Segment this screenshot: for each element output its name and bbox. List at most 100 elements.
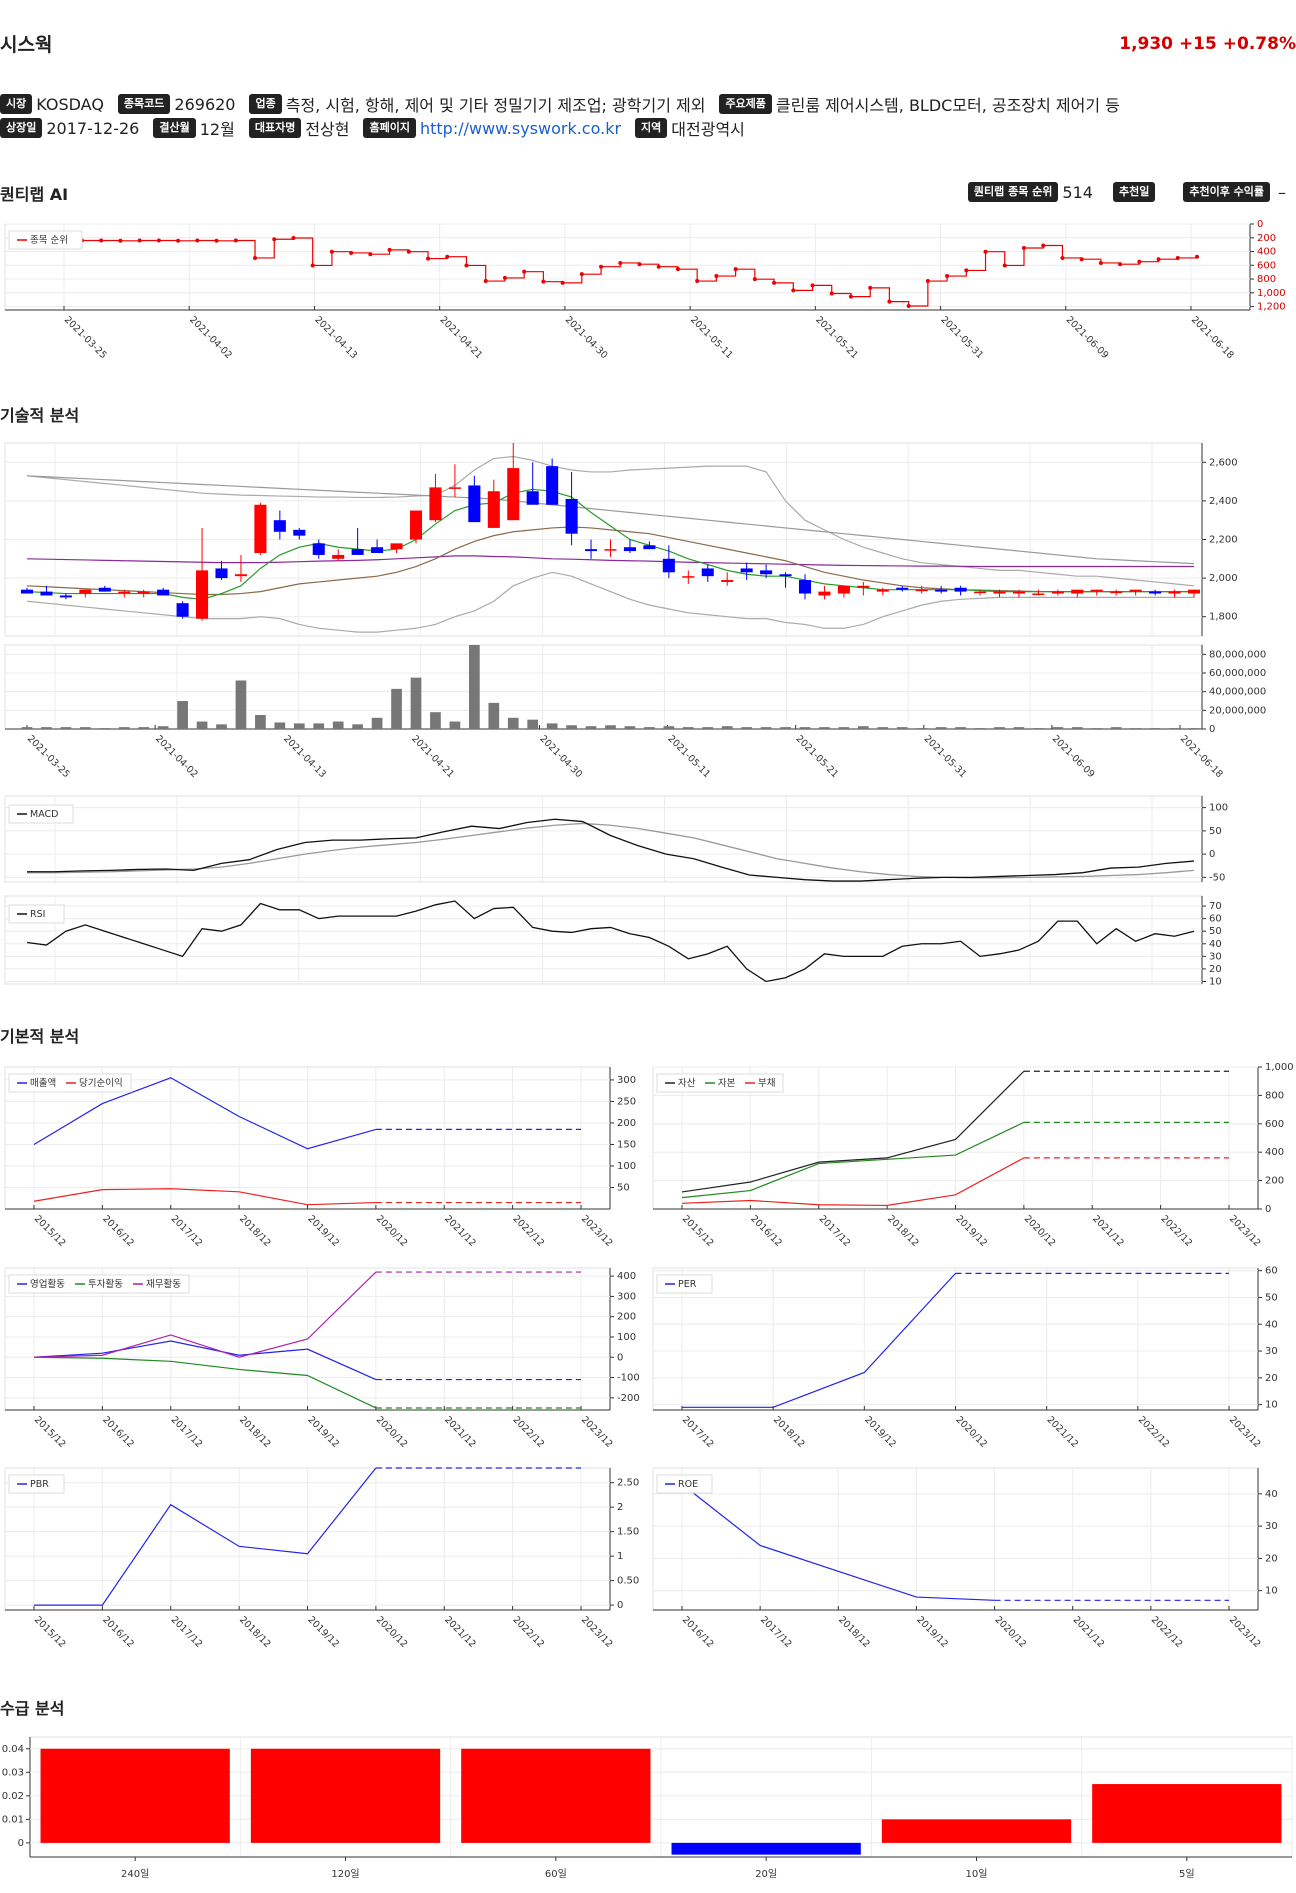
volume-bar — [293, 723, 305, 729]
cashflow-xtick-label: 2017/12 — [169, 1414, 205, 1450]
revenue-chart: 50 100 150 200 250 300 2015/12 2016/12 2017/12 20… — [4, 1066, 636, 1249]
candle-body — [837, 585, 850, 594]
revenue-ytick-label: 200 — [617, 1118, 636, 1129]
volume-bar — [488, 702, 500, 729]
candle-body — [1032, 593, 1045, 596]
current-price: 1,930 — [1119, 34, 1174, 54]
balance-xtick-label: 2017/12 — [817, 1213, 853, 1249]
homepage-link[interactable]: http://www.syswork.co.kr — [419, 118, 622, 138]
volume-bar — [99, 728, 111, 729]
rank-point — [464, 263, 469, 268]
return-badge: 추천이후 수익률 — [1183, 182, 1270, 202]
volume-bar — [410, 677, 422, 729]
volume-bar — [196, 721, 208, 729]
industry-badge: 업종 — [249, 94, 282, 114]
products-value: 클린룸 제어시스템, BLDC모터, 공조장치 제어기 등 — [775, 96, 1120, 115]
balance-series-line — [681, 1070, 1025, 1193]
balance-ytick-label: 400 — [1265, 1147, 1284, 1158]
ceo-value: 전상현 — [305, 120, 350, 139]
volume-bar — [1110, 727, 1122, 729]
volume-bar — [819, 727, 830, 729]
rank-point — [272, 237, 277, 242]
rsi-ytick-label: 30 — [1209, 951, 1222, 962]
macd-signal-line — [27, 822, 1195, 879]
rank-point — [829, 291, 834, 296]
candle-body — [59, 595, 72, 598]
rank-legend-box — [8, 230, 83, 250]
candle-body — [137, 591, 150, 594]
volume-bar — [313, 723, 325, 729]
cashflow-xtick-label: 2016/12 — [100, 1414, 136, 1450]
volume-bar — [566, 725, 577, 729]
candle-body — [468, 485, 481, 523]
volume-bar — [157, 726, 169, 729]
rank-point — [1002, 263, 1007, 268]
per-ytick-label: 50 — [1265, 1292, 1278, 1303]
roe-xtick-label: 2020/12 — [992, 1614, 1028, 1650]
revenue-xtick-label: 2015/12 — [32, 1213, 68, 1249]
balance-ytick-label: 600 — [1265, 1119, 1284, 1130]
roe-ytick-label: 40 — [1265, 1489, 1278, 1500]
candle-body — [98, 587, 111, 592]
rank-point — [1156, 257, 1161, 262]
section-title-supply: 수급 분석 — [0, 1699, 65, 1718]
volume-bar — [118, 727, 130, 729]
volume-bar — [391, 688, 402, 729]
volume-bar — [1071, 727, 1083, 729]
rank-point — [445, 254, 450, 259]
volume-bar — [1091, 728, 1103, 729]
volume-bar — [994, 727, 1005, 729]
rank-point — [579, 272, 584, 277]
supply-bar — [881, 1819, 1072, 1843]
volume-bar — [799, 727, 811, 729]
supply-bar — [40, 1748, 230, 1843]
volume-bar — [21, 727, 33, 729]
pbr-xtick-label: 2021/12 — [442, 1614, 478, 1650]
volume-bar — [644, 727, 655, 729]
candle-ytick-label: 2,000 — [1209, 573, 1238, 584]
cashflow-ytick-label: -100 — [617, 1373, 640, 1384]
volume-bar — [741, 727, 752, 729]
rank-point — [541, 279, 546, 284]
volume-xtick-label: 2021-04-30 — [537, 733, 584, 780]
cashflow-ytick-label: 0 — [617, 1352, 623, 1363]
rank-point — [502, 275, 507, 280]
rsi-ytick-label: 40 — [1209, 939, 1222, 950]
rank-point — [791, 288, 796, 293]
revenue-xtick-label: 2021/12 — [442, 1213, 478, 1249]
roe-xtick-label: 2017/12 — [758, 1614, 794, 1650]
volume-xtick-label: 2021-06-18 — [1178, 733, 1225, 780]
rank-legend-label: 종목 순위 — [30, 234, 68, 246]
volume-chart: 0 20,000,000 40,000,000 60,000,000 80,000,00… — [4, 644, 1266, 780]
supply-category-label: 120일 — [331, 1868, 359, 1880]
revenue-legend-label: 매출액 — [30, 1077, 56, 1089]
rank-point — [214, 238, 219, 243]
code-value: 269620 — [174, 94, 236, 114]
supply-bar — [250, 1748, 441, 1843]
per-xtick-label: 2023/12 — [1227, 1414, 1263, 1450]
rank-chart-frame — [4, 223, 1251, 311]
balance-legend-label: 자산 — [678, 1078, 696, 1089]
cashflow-chart: -200 -100 0 100 200 300 400 2015/12 2016/12 2017/… — [4, 1267, 640, 1450]
supply-ytick-label: 0.02 — [2, 1791, 24, 1802]
pbr-xtick-label: 2019/12 — [305, 1614, 341, 1650]
volume-bar — [1013, 727, 1025, 729]
balance-series-line — [681, 1157, 1025, 1207]
macd-legend-box — [8, 804, 74, 824]
pbr-xtick-label: 2016/12 — [100, 1614, 136, 1650]
cashflow-ytick-label: 200 — [617, 1312, 636, 1323]
pbr-series-line — [34, 1467, 377, 1606]
rsi-ytick-label: 50 — [1209, 926, 1222, 937]
candle-body — [1012, 591, 1025, 594]
rank-point — [714, 274, 719, 279]
macd-line — [27, 818, 1195, 882]
balance-xtick-label: 2019/12 — [953, 1213, 989, 1249]
rank-xtick-label: 2021-04-02 — [187, 314, 234, 361]
volume-xtick-label: 2021-06-09 — [1050, 733, 1097, 780]
rank-point — [695, 279, 700, 284]
rank-point — [772, 280, 777, 285]
volume-bar — [235, 680, 247, 729]
rsi-ytick-label: 10 — [1209, 976, 1222, 987]
candle-body — [371, 547, 384, 554]
